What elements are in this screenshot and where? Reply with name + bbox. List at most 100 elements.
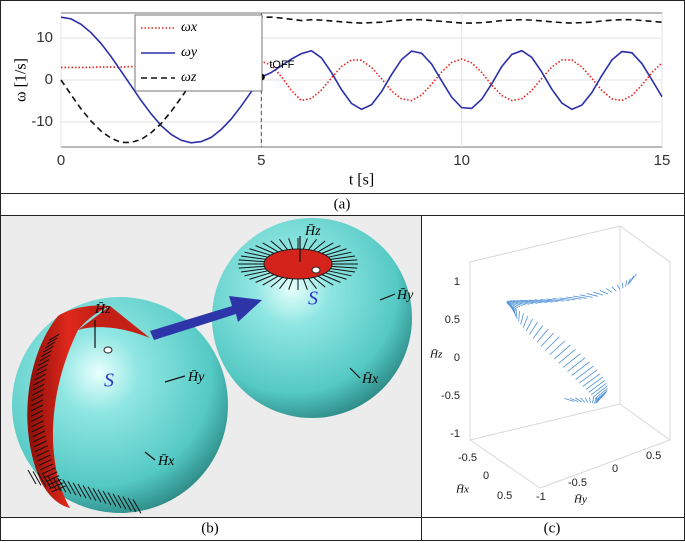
quiver-arrow bbox=[628, 275, 635, 284]
field-arrow bbox=[41, 350, 53, 357]
field-arrows bbox=[27, 238, 358, 514]
legend-label: ωy bbox=[181, 45, 198, 60]
quiver-arrow bbox=[595, 390, 608, 401]
field-arrow bbox=[238, 259, 265, 263]
field-arrow bbox=[117, 494, 127, 510]
field-arrow bbox=[77, 483, 87, 499]
field-arrow bbox=[317, 242, 334, 253]
field-arrow bbox=[302, 238, 308, 250]
field-arrow bbox=[331, 259, 358, 263]
quiver-arrow bbox=[540, 332, 555, 347]
quiver-arrow bbox=[520, 313, 524, 325]
tick-label: -0.5 bbox=[441, 390, 460, 402]
quiver-arrow bbox=[549, 340, 566, 356]
caption: (a) bbox=[334, 196, 351, 212]
field-arrow bbox=[255, 274, 275, 283]
tick-label: 0 bbox=[454, 352, 460, 364]
quiver-arrow bbox=[529, 321, 538, 335]
quiver-arrow bbox=[580, 397, 586, 403]
quiver-arrow bbox=[593, 396, 598, 404]
axis-line bbox=[349, 367, 361, 379]
quiver-arrow bbox=[605, 288, 613, 293]
field-arrow bbox=[244, 270, 268, 277]
quiver-arrow bbox=[506, 301, 517, 310]
tick-label: 0.5 bbox=[497, 490, 512, 502]
field-arrow bbox=[67, 480, 77, 496]
axis-label: H̄x bbox=[361, 372, 379, 387]
field-arrow bbox=[308, 238, 317, 251]
field-arrow bbox=[122, 496, 132, 511]
field-arrow bbox=[97, 489, 107, 504]
field-arrow bbox=[72, 482, 82, 497]
box bbox=[469, 225, 671, 489]
quiver-arrow bbox=[513, 300, 530, 305]
series-line bbox=[60, 16, 663, 144]
quiver-arrow bbox=[506, 301, 519, 309]
field-arrow bbox=[32, 435, 46, 443]
field-arrow bbox=[45, 475, 60, 483]
quiver-arrow bbox=[625, 280, 628, 287]
quiver-arrow bbox=[553, 344, 571, 360]
x-tick-label: 10 bbox=[453, 152, 470, 169]
tick-label: -0.5 bbox=[568, 477, 587, 489]
field-arrow bbox=[244, 251, 268, 258]
axis-label: H̄x bbox=[455, 484, 469, 496]
quiver-arrow bbox=[545, 336, 560, 351]
series-line bbox=[61, 58, 663, 102]
quiver-arrow bbox=[510, 300, 526, 306]
quiver-arrow bbox=[516, 299, 534, 305]
field-arrow bbox=[330, 268, 356, 273]
field-arrow bbox=[112, 493, 122, 509]
red-band bbox=[78, 306, 150, 338]
field-arrow bbox=[31, 394, 44, 401]
tick-label: 0 bbox=[483, 470, 489, 482]
quiver-arrow bbox=[584, 397, 589, 403]
tick-label: 0.5 bbox=[445, 314, 460, 326]
quiver-arrow bbox=[621, 282, 624, 289]
field-arrow bbox=[40, 463, 54, 471]
field-arrow bbox=[32, 430, 46, 438]
field-arrow bbox=[325, 272, 347, 280]
quiver-arrow bbox=[579, 369, 598, 384]
quiver-arrow bbox=[592, 385, 608, 398]
quiver-arrow bbox=[586, 293, 598, 297]
field-arrow bbox=[31, 399, 44, 407]
line-chart: 0 5 10 15 -10 0 10 t [s] ω [1/s] tOFF ωx ωy ωz bbox=[13, 12, 670, 189]
axis-label: H̄y bbox=[573, 494, 587, 506]
quiver-arrow bbox=[534, 299, 553, 303]
field-arrow bbox=[317, 275, 334, 286]
quiver-arrow bbox=[571, 361, 590, 376]
marker bbox=[311, 266, 321, 274]
field-arrow bbox=[44, 341, 56, 349]
tick-label: 0.5 bbox=[646, 450, 661, 462]
axis-line bbox=[144, 451, 156, 461]
field-arrow bbox=[87, 486, 97, 502]
field-arrow bbox=[127, 497, 137, 513]
quiver-arrow bbox=[593, 291, 604, 296]
field-arrow bbox=[39, 354, 51, 362]
tick-label: -0.5 bbox=[458, 452, 477, 464]
field-arrow bbox=[33, 440, 47, 448]
x-tick-label: 0 bbox=[57, 152, 65, 169]
field-arrow bbox=[33, 378, 46, 386]
tick-label: -1 bbox=[450, 428, 460, 440]
legend-label: ωx bbox=[181, 20, 198, 35]
quiver-arrow bbox=[579, 294, 593, 298]
field-arrow bbox=[331, 265, 358, 269]
quiver-arrow bbox=[595, 395, 601, 404]
axis-label: H̄z bbox=[94, 302, 111, 317]
y-tick-label: 10 bbox=[36, 29, 53, 46]
quiver-arrow bbox=[546, 298, 564, 302]
field-arrow bbox=[37, 454, 51, 462]
quiver-arrow bbox=[592, 397, 594, 404]
quiver-arrow bbox=[508, 300, 523, 307]
quiver-arrow bbox=[611, 286, 617, 292]
field-arrow bbox=[240, 268, 266, 273]
quiver-arrow bbox=[559, 297, 576, 301]
field-arrow bbox=[249, 272, 271, 280]
annotation-label: tOFF bbox=[269, 59, 294, 71]
field-arrow bbox=[38, 359, 50, 367]
marker bbox=[103, 346, 113, 354]
field-arrow bbox=[47, 475, 57, 490]
field-arrow bbox=[46, 337, 58, 345]
